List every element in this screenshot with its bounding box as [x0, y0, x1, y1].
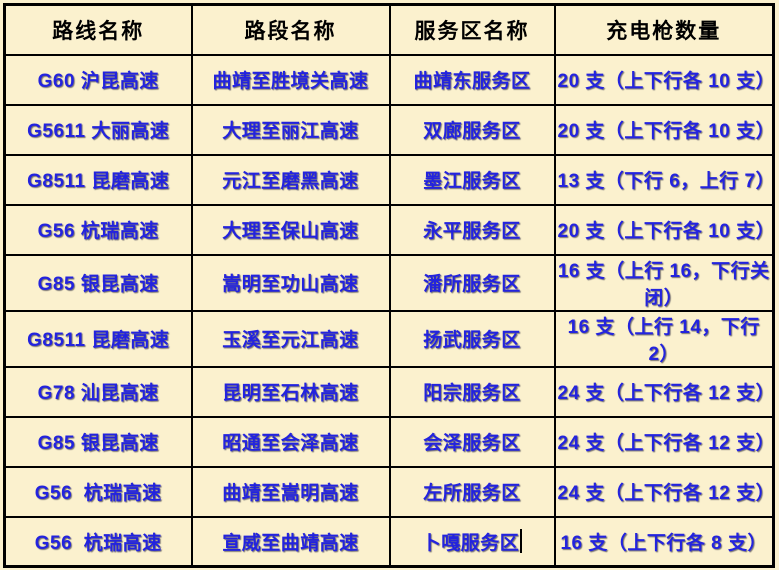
- table-row: G85 银昆高速 昭通至会泽高速 会泽服务区 24 支（上下行各 12 支）: [3, 415, 775, 468]
- cell-area[interactable]: 永平服务区: [388, 203, 556, 256]
- header-section-name[interactable]: 路段名称: [190, 3, 391, 56]
- cell-guns[interactable]: 13 支（下行 6，上行 7）: [553, 153, 775, 206]
- cell-area[interactable]: 会泽服务区: [388, 415, 556, 468]
- cell-guns[interactable]: 16 支（上下行各 8 支）: [553, 515, 775, 568]
- table-row: G56 杭瑞高速 曲靖至嵩明高速 左所服务区 24 支（上下行各 12 支）: [3, 465, 775, 518]
- cell-guns[interactable]: 16 支（上行 16，下行关闭）: [553, 253, 775, 312]
- cell-route[interactable]: G5611 大丽高速: [3, 103, 193, 156]
- cell-section[interactable]: 元江至磨黑高速: [190, 153, 391, 206]
- cell-route[interactable]: G60 沪昆高速: [3, 53, 193, 106]
- cell-route[interactable]: G56 杭瑞高速: [3, 203, 193, 256]
- cell-area[interactable]: 潘所服务区: [388, 253, 556, 312]
- cell-route[interactable]: G8511 昆磨高速: [3, 153, 193, 206]
- cell-section[interactable]: 曲靖至嵩明高速: [190, 465, 391, 518]
- cell-route[interactable]: G85 银昆高速: [3, 415, 193, 468]
- cell-section[interactable]: 昆明至石林高速: [190, 365, 391, 418]
- table-row: G8511 昆磨高速 玉溪至元江高速 扬武服务区 16 支（上行 14，下行 2…: [3, 309, 775, 368]
- cell-area[interactable]: 曲靖东服务区: [388, 53, 556, 106]
- table-row: G60 沪昆高速 曲靖至胜境关高速 曲靖东服务区 20 支（上下行各 10 支）: [3, 53, 775, 106]
- table-row: G78 汕昆高速 昆明至石林高速 阳宗服务区 24 支（上下行各 12 支）: [3, 365, 775, 418]
- cell-area[interactable]: 左所服务区: [388, 465, 556, 518]
- cell-area[interactable]: 扬武服务区: [388, 309, 556, 368]
- header-route-name[interactable]: 路线名称: [3, 3, 193, 56]
- header-area-name[interactable]: 服务区名称: [388, 3, 556, 56]
- charging-stations-table: 路线名称 路段名称 服务区名称 充电枪数量 G60 沪昆高速 曲靖至胜境关高速 …: [3, 3, 775, 568]
- cell-guns[interactable]: 24 支（上下行各 12 支）: [553, 415, 775, 468]
- table-header-row: 路线名称 路段名称 服务区名称 充电枪数量: [3, 3, 775, 56]
- cell-area[interactable]: 阳宗服务区: [388, 365, 556, 418]
- cell-section[interactable]: 昭通至会泽高速: [190, 415, 391, 468]
- cell-section[interactable]: 大理至丽江高速: [190, 103, 391, 156]
- table-row: G8511 昆磨高速 元江至磨黑高速 墨江服务区 13 支（下行 6，上行 7）: [3, 153, 775, 206]
- cell-guns[interactable]: 20 支（上下行各 10 支）: [553, 203, 775, 256]
- cell-guns[interactable]: 20 支（上下行各 10 支）: [553, 53, 775, 106]
- table-row: G56 杭瑞高速 大理至保山高速 永平服务区 20 支（上下行各 10 支）: [3, 203, 775, 256]
- table-row: G85 银昆高速 嵩明至功山高速 潘所服务区 16 支（上行 16，下行关闭）: [3, 253, 775, 312]
- cell-guns[interactable]: 24 支（上下行各 12 支）: [553, 365, 775, 418]
- cell-route[interactable]: G56 杭瑞高速: [3, 465, 193, 518]
- cell-guns[interactable]: 24 支（上下行各 12 支）: [553, 465, 775, 518]
- cell-area[interactable]: 墨江服务区: [388, 153, 556, 206]
- cell-route[interactable]: G8511 昆磨高速: [3, 309, 193, 368]
- cell-guns[interactable]: 16 支（上行 14，下行 2）: [553, 309, 775, 368]
- cell-guns[interactable]: 20 支（上下行各 10 支）: [553, 103, 775, 156]
- cell-section[interactable]: 嵩明至功山高速: [190, 253, 391, 312]
- cell-route[interactable]: G56 杭瑞高速: [3, 515, 193, 568]
- table-row: G56 杭瑞高速 宣威至曲靖高速 卜嘎服务区 16 支（上下行各 8 支）: [3, 515, 775, 568]
- cell-section[interactable]: 玉溪至元江高速: [190, 309, 391, 368]
- table-row: G5611 大丽高速 大理至丽江高速 双廊服务区 20 支（上下行各 10 支）: [3, 103, 775, 156]
- cell-area[interactable]: 双廊服务区: [388, 103, 556, 156]
- cell-section[interactable]: 曲靖至胜境关高速: [190, 53, 391, 106]
- header-gun-count[interactable]: 充电枪数量: [553, 3, 775, 56]
- cell-section[interactable]: 大理至保山高速: [190, 203, 391, 256]
- cell-section[interactable]: 宣威至曲靖高速: [190, 515, 391, 568]
- cell-route[interactable]: G85 银昆高速: [3, 253, 193, 312]
- text-cursor: [520, 528, 523, 553]
- cell-area-text: 卜嘎服务区: [421, 532, 520, 554]
- cell-area[interactable]: 卜嘎服务区: [388, 515, 556, 568]
- cell-route[interactable]: G78 汕昆高速: [3, 365, 193, 418]
